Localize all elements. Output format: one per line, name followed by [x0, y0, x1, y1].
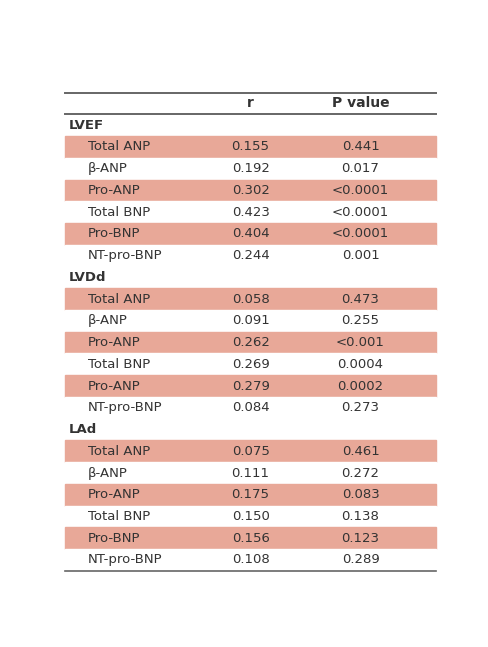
Bar: [65, 136, 435, 158]
Text: Total BNP: Total BNP: [87, 358, 150, 371]
Text: 0.138: 0.138: [341, 510, 379, 523]
Text: 0.0004: 0.0004: [337, 358, 383, 371]
Text: 0.108: 0.108: [231, 553, 269, 567]
Bar: [65, 158, 435, 179]
Text: 0.441: 0.441: [341, 140, 379, 153]
Bar: [65, 462, 435, 484]
Text: 0.244: 0.244: [231, 249, 269, 262]
Bar: [65, 506, 435, 527]
Text: r: r: [246, 96, 254, 111]
Bar: [65, 549, 435, 571]
Text: NT-pro-BNP: NT-pro-BNP: [87, 553, 162, 567]
Text: LAd: LAd: [68, 423, 97, 436]
Text: Total ANP: Total ANP: [87, 292, 150, 305]
Text: 0.017: 0.017: [341, 162, 379, 175]
Text: 0.083: 0.083: [341, 488, 379, 501]
Bar: [65, 375, 435, 397]
Text: Total BNP: Total BNP: [87, 206, 150, 219]
Text: 0.155: 0.155: [231, 140, 269, 153]
Text: 0.262: 0.262: [231, 336, 269, 349]
Bar: [65, 223, 435, 245]
Bar: [65, 441, 435, 462]
Text: 0.091: 0.091: [231, 314, 269, 327]
Text: 0.075: 0.075: [231, 444, 269, 458]
Text: NT-pro-BNP: NT-pro-BNP: [87, 249, 162, 262]
Text: LVEF: LVEF: [68, 118, 103, 132]
Text: 0.272: 0.272: [341, 466, 379, 479]
Text: 0.404: 0.404: [231, 227, 269, 241]
Bar: [65, 484, 435, 506]
Text: 0.0002: 0.0002: [337, 380, 383, 393]
Bar: [65, 180, 435, 201]
Text: β-ANP: β-ANP: [87, 162, 127, 175]
Text: 0.273: 0.273: [341, 401, 379, 414]
Text: 0.423: 0.423: [231, 206, 269, 219]
Text: 0.175: 0.175: [231, 488, 269, 501]
Text: 0.269: 0.269: [231, 358, 269, 371]
Text: β-ANP: β-ANP: [87, 314, 127, 327]
Text: <0.0001: <0.0001: [331, 206, 388, 219]
Bar: [65, 115, 435, 136]
Text: Pro-ANP: Pro-ANP: [87, 336, 140, 349]
Bar: [65, 288, 435, 310]
Text: NT-pro-BNP: NT-pro-BNP: [87, 401, 162, 414]
Text: Pro-BNP: Pro-BNP: [87, 227, 140, 241]
Text: 0.123: 0.123: [341, 532, 379, 545]
Bar: [65, 332, 435, 353]
Text: Pro-ANP: Pro-ANP: [87, 184, 140, 197]
Text: 0.192: 0.192: [231, 162, 269, 175]
Bar: [65, 245, 435, 267]
Text: 0.058: 0.058: [231, 292, 269, 305]
Text: Pro-ANP: Pro-ANP: [87, 488, 140, 501]
Text: 0.001: 0.001: [341, 249, 379, 262]
Text: 0.255: 0.255: [341, 314, 379, 327]
Text: <0.001: <0.001: [335, 336, 384, 349]
Bar: [65, 201, 435, 223]
Text: 0.473: 0.473: [341, 292, 379, 305]
Text: LVDd: LVDd: [68, 271, 106, 284]
Text: Total ANP: Total ANP: [87, 444, 150, 458]
Text: 0.156: 0.156: [231, 532, 269, 545]
Text: 0.084: 0.084: [231, 401, 269, 414]
Bar: [65, 310, 435, 332]
Bar: [65, 397, 435, 419]
Text: β-ANP: β-ANP: [87, 466, 127, 479]
Bar: [65, 353, 435, 375]
Text: 0.150: 0.150: [231, 510, 269, 523]
Text: <0.0001: <0.0001: [331, 184, 388, 197]
Text: 0.279: 0.279: [231, 380, 269, 393]
Text: P value: P value: [331, 96, 388, 111]
Text: Pro-ANP: Pro-ANP: [87, 380, 140, 393]
Bar: [65, 419, 435, 441]
Bar: [65, 527, 435, 549]
Text: Pro-BNP: Pro-BNP: [87, 532, 140, 545]
Text: Total ANP: Total ANP: [87, 140, 150, 153]
Bar: [65, 267, 435, 288]
Text: 0.111: 0.111: [231, 466, 269, 479]
Text: <0.0001: <0.0001: [331, 227, 388, 241]
Text: 0.302: 0.302: [231, 184, 269, 197]
Text: 0.461: 0.461: [341, 444, 379, 458]
Text: Total BNP: Total BNP: [87, 510, 150, 523]
Text: 0.289: 0.289: [341, 553, 379, 567]
